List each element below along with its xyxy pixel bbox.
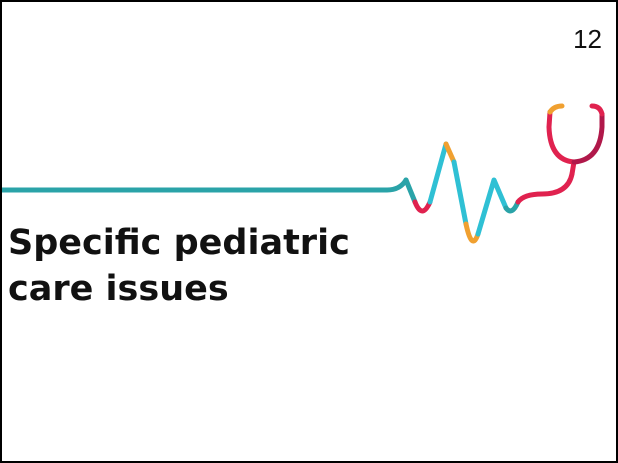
stethoscope xyxy=(546,109,577,165)
line xyxy=(451,159,469,227)
line xyxy=(443,141,457,165)
line xyxy=(2,177,409,193)
stethoscope xyxy=(571,111,605,165)
line xyxy=(427,141,449,205)
slide-title: Specific pediatric care issues xyxy=(8,220,350,312)
slide-number: 12 xyxy=(573,24,602,54)
stethoscope xyxy=(589,103,605,117)
line xyxy=(515,171,575,205)
line xyxy=(412,199,433,214)
line xyxy=(403,177,418,205)
title-line: care issues xyxy=(8,269,229,309)
line xyxy=(463,221,481,244)
line xyxy=(475,177,509,237)
title-line: Specific pediatric xyxy=(8,223,350,263)
stethoscope xyxy=(547,103,565,115)
